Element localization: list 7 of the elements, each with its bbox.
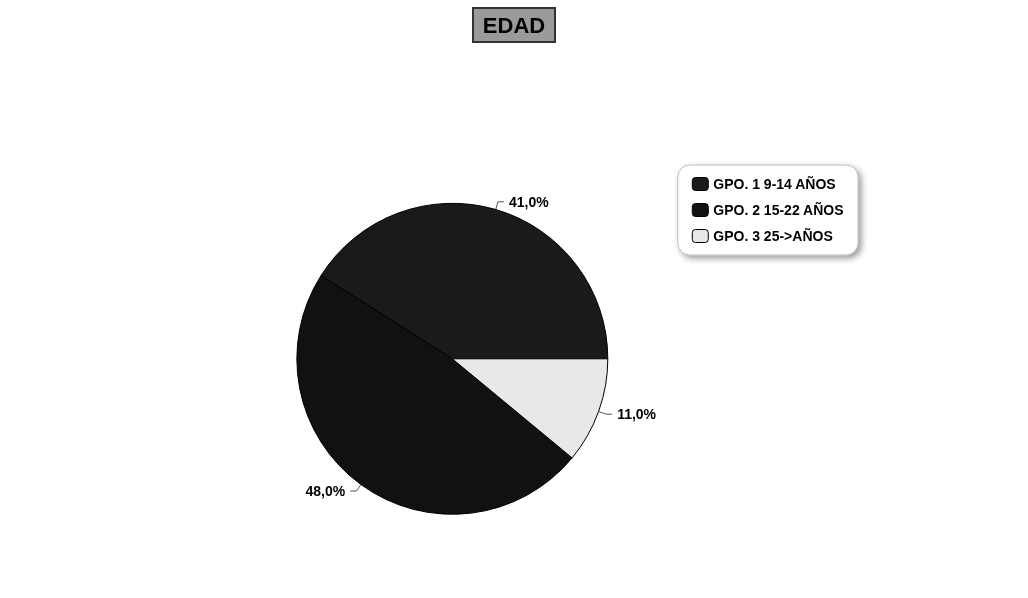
legend-label: GPO. 1 9-14 AÑOS — [713, 175, 836, 192]
legend-label: GPO. 2 15-22 AÑOS — [713, 201, 844, 218]
data-label: 11,0% — [617, 406, 657, 423]
data-label: 48,0% — [305, 483, 346, 500]
chart-title: EDAD — [482, 12, 546, 38]
legend-label: GPO. 3 25->AÑOS — [713, 227, 833, 244]
data-label: 41,0% — [508, 193, 550, 210]
